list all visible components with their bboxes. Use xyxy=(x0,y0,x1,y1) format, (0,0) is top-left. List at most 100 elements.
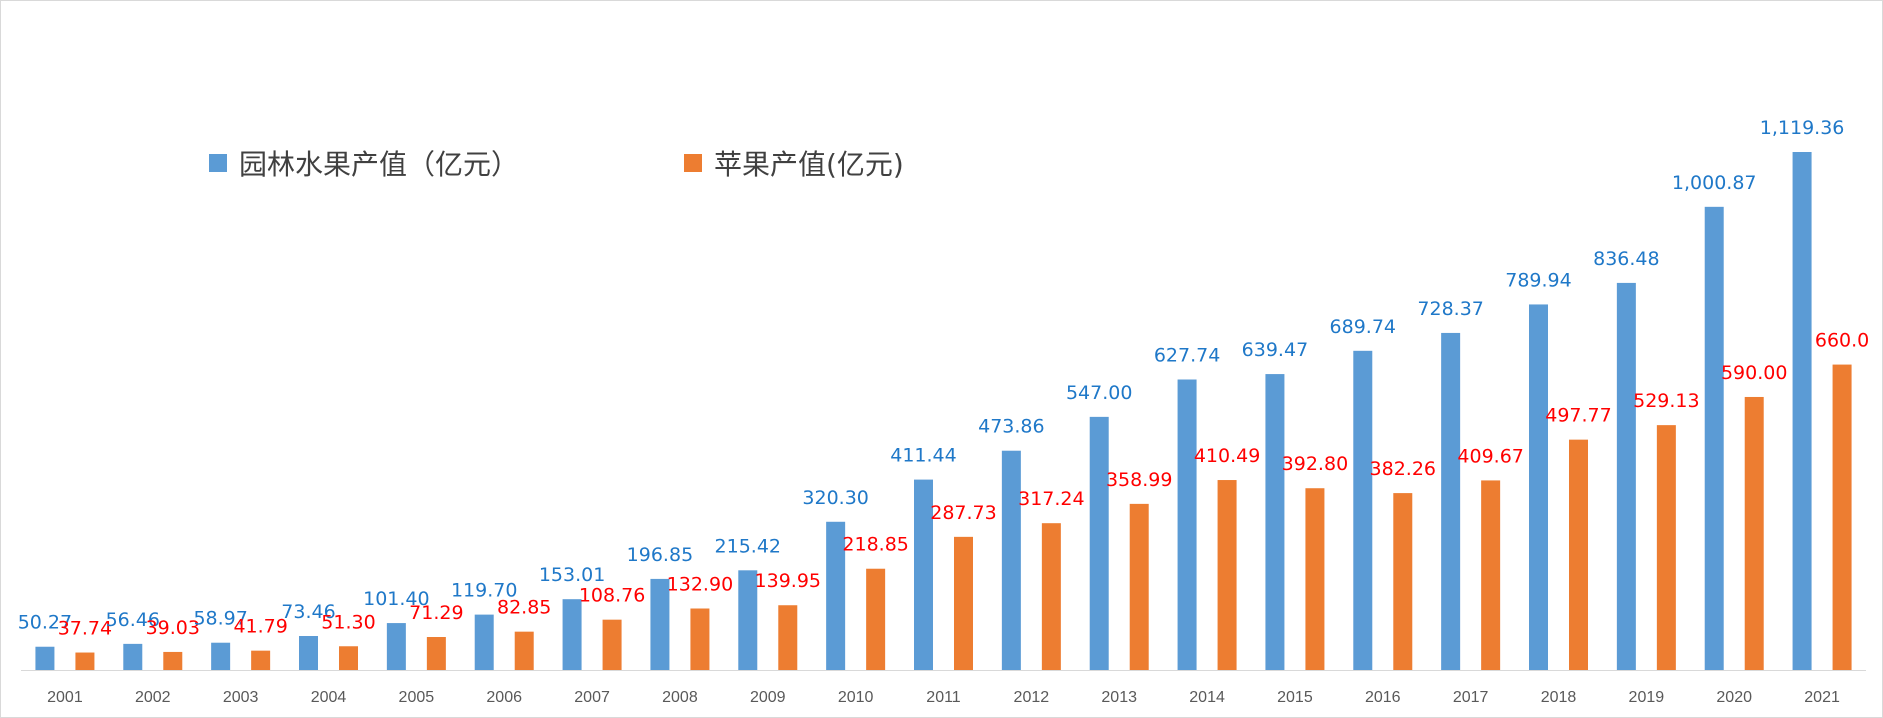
data-label-apple: 139.95 xyxy=(755,570,821,592)
data-label-apple: 37.74 xyxy=(58,618,112,640)
x-tick-label: 2018 xyxy=(1541,689,1577,706)
data-label-fruit: 50.27 xyxy=(18,612,72,634)
x-tick-label: 2017 xyxy=(1453,689,1489,706)
data-label-apple: 132.90 xyxy=(667,573,733,595)
bar-fruit xyxy=(211,642,231,670)
bar-fruit xyxy=(1265,374,1285,670)
bar-fruit xyxy=(1001,450,1021,670)
data-label-fruit: 101.40 xyxy=(363,588,429,610)
data-label-apple: 590.00 xyxy=(1721,362,1787,384)
bar-apple xyxy=(1832,364,1852,670)
legend-swatch-apple xyxy=(684,154,702,172)
data-label-fruit: 639.47 xyxy=(1242,339,1308,361)
x-tick-label: 2009 xyxy=(750,689,786,706)
data-label-fruit: 56.46 xyxy=(106,609,160,631)
x-tick-label: 2006 xyxy=(486,689,522,706)
x-tick-label: 2021 xyxy=(1804,689,1840,706)
data-label-fruit: 836.48 xyxy=(1593,248,1659,270)
x-tick-label: 2014 xyxy=(1189,689,1225,706)
data-label-fruit: 320.30 xyxy=(802,487,868,509)
bar-apple xyxy=(602,619,622,670)
bar-fruit xyxy=(1792,152,1812,670)
bar-apple xyxy=(778,605,798,670)
x-tick-label: 2002 xyxy=(135,689,171,706)
bar-fruit xyxy=(474,614,494,670)
x-tick-label: 2008 xyxy=(662,689,698,706)
bar-fruit xyxy=(1616,282,1636,670)
bar-fruit xyxy=(123,643,143,670)
data-label-apple: 358.99 xyxy=(1106,469,1172,491)
data-label-fruit: 153.01 xyxy=(539,564,605,586)
bar-apple xyxy=(1217,480,1237,670)
data-label-fruit: 473.86 xyxy=(978,416,1044,438)
bar-fruit xyxy=(1704,206,1724,671)
data-label-fruit: 728.37 xyxy=(1417,298,1483,320)
x-tick-label: 2011 xyxy=(926,689,961,706)
bar-apple xyxy=(514,631,534,670)
bar-fruit xyxy=(738,570,758,670)
data-label-apple: 71.29 xyxy=(409,602,463,624)
data-label-apple: 287.73 xyxy=(930,502,996,524)
data-label-fruit: 196.85 xyxy=(627,544,693,566)
bar-fruit xyxy=(1441,332,1461,670)
bar-apple xyxy=(1393,493,1413,670)
legend-label-apple: 苹果产值(亿元) xyxy=(714,148,904,181)
legend-item-fruit: 园林水果产值（亿元） xyxy=(209,143,519,183)
legend-item-apple: 苹果产值(亿元) xyxy=(684,143,904,183)
data-label-apple: 108.76 xyxy=(579,585,645,607)
bar-apple xyxy=(1481,480,1501,670)
bar-apple xyxy=(75,652,95,670)
data-label-fruit: 689.74 xyxy=(1330,316,1396,338)
legend-label-fruit: 园林水果产值（亿元） xyxy=(239,148,520,181)
x-tick-label: 2010 xyxy=(838,689,874,706)
x-tick-label: 2007 xyxy=(574,689,610,706)
x-tick-label: 2013 xyxy=(1101,689,1137,706)
data-label-fruit: 627.74 xyxy=(1154,345,1220,367)
x-tick-label: 2001 xyxy=(47,689,83,706)
bar-apple xyxy=(1129,503,1149,670)
data-label-fruit: 119.70 xyxy=(451,580,517,602)
bar-fruit xyxy=(1089,416,1109,670)
x-tick-label: 2012 xyxy=(1014,689,1050,706)
bar-fruit xyxy=(1353,350,1373,670)
bar-fruit xyxy=(35,646,55,670)
legend-swatch-fruit xyxy=(209,154,227,172)
data-label-fruit: 1,000.87 xyxy=(1672,172,1757,194)
bar-fruit xyxy=(1529,304,1548,670)
data-label-fruit: 58.97 xyxy=(193,608,247,630)
bar-fruit xyxy=(826,521,846,670)
bar-apple xyxy=(163,651,183,670)
data-label-fruit: 73.46 xyxy=(281,601,335,623)
data-label-apple: 497.77 xyxy=(1545,405,1611,427)
bar-apple xyxy=(339,646,358,670)
bar-fruit xyxy=(914,479,933,670)
x-tick-label: 2020 xyxy=(1716,689,1752,706)
data-label-fruit: 1,119.36 xyxy=(1760,117,1845,139)
data-label-fruit: 411.44 xyxy=(890,445,956,467)
bar-apple xyxy=(954,536,973,670)
bar-fruit xyxy=(562,599,582,670)
bar-fruit xyxy=(650,578,670,670)
data-label-fruit: 547.00 xyxy=(1066,382,1132,404)
bar-fruit xyxy=(386,623,406,670)
data-label-apple: 660.0 xyxy=(1815,330,1869,352)
data-label-apple: 410.49 xyxy=(1194,445,1260,467)
data-label-fruit: 215.42 xyxy=(715,535,781,557)
data-label-apple: 382.26 xyxy=(1370,458,1436,480)
bar-apple xyxy=(866,568,886,670)
data-label-apple: 41.79 xyxy=(233,616,287,638)
bar-apple xyxy=(1744,396,1764,670)
bar-apple xyxy=(1305,488,1325,670)
bar-apple xyxy=(1569,439,1588,670)
bar-apple xyxy=(690,608,710,670)
bar-fruit xyxy=(299,636,318,670)
bar-apple xyxy=(1041,523,1061,670)
data-label-apple: 218.85 xyxy=(842,534,908,556)
x-tick-label: 2005 xyxy=(399,689,435,706)
bar-fruit xyxy=(1177,379,1197,670)
x-tick-label: 2016 xyxy=(1365,689,1401,706)
x-tick-label: 2015 xyxy=(1277,689,1313,706)
x-tick-label: 2019 xyxy=(1629,689,1665,706)
